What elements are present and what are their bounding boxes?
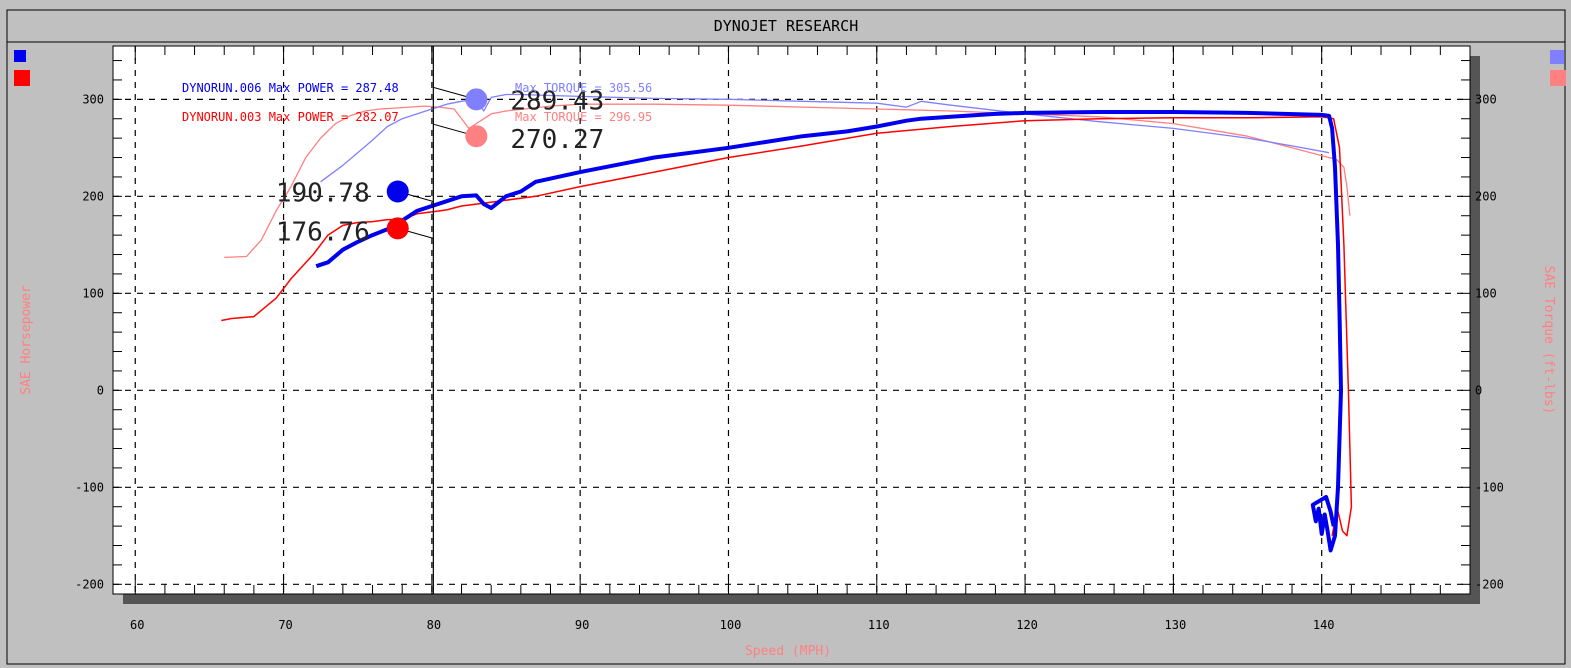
y-tick-label-right: 0 [1475, 383, 1482, 397]
legend-run-torque: Max TORQUE = 305.56 [515, 81, 652, 95]
cursor-marker-run006-torque [465, 88, 488, 111]
x-tick-label: 60 [130, 618, 144, 632]
series-line-run003-torque [224, 103, 1351, 259]
x-tick-label: 140 [1313, 618, 1335, 632]
cursor-value-run003-power: 176.76 [276, 217, 370, 247]
y-tick-labels: -200 -200 -100 -100 0 0 100 100 200 200 300 300 [75, 92, 1504, 591]
y-tick-label-right: -100 [1475, 480, 1504, 494]
y-tick-label-left: 0 [97, 383, 104, 397]
cursor-marker-run003-torque [465, 125, 488, 148]
minor-ticks [113, 46, 1471, 594]
y-tick-label-left: -100 [75, 480, 104, 494]
y-tick-label-right: 300 [1475, 92, 1497, 106]
grid-lines [113, 46, 1470, 594]
series-line-run006-torque [320, 93, 1330, 183]
chart-title: DYNOJET RESEARCH [714, 17, 859, 35]
y-axis-title-right: SAE Torque (ft-lbs) [1541, 266, 1556, 415]
cursor-value-run003-torque: 270.27 [510, 125, 604, 155]
cursor-callouts: 190.78 176.76 289.43 270.27 [276, 86, 604, 247]
x-axis-title: Speed (MPH) [745, 644, 831, 659]
y-tick-label-left: 100 [82, 286, 104, 300]
x-tick-label: 130 [1165, 618, 1187, 632]
series-line-run006-power [315, 110, 1343, 553]
swatch-run006-power [14, 50, 26, 62]
x-tick-labels: 60 70 80 90 100 110 120 130 140 [130, 618, 1335, 632]
cursor-marker-run003-power [386, 217, 409, 240]
legend-run-torque: Max TORQUE = 296.95 [515, 110, 652, 124]
legend-run-power: DYNORUN.003 Max POWER = 282.07 [182, 110, 399, 124]
series-line-run003-power [221, 116, 1353, 537]
x-tick-label: 110 [868, 618, 890, 632]
y-tick-label-right: 200 [1475, 189, 1497, 203]
y-tick-label-right: -200 [1475, 577, 1504, 591]
cursor-marker-run006-power [386, 180, 409, 203]
y-tick-label-left: 200 [82, 189, 104, 203]
x-tick-label: 80 [427, 618, 441, 632]
legend: DYNORUN.006 Max POWER = 287.48 Max TORQUE… [182, 81, 652, 124]
y-tick-label-left: 300 [82, 92, 104, 106]
y-axis-title-left: SAE Horsepower [19, 285, 34, 395]
cursor-value-run006-power: 190.78 [276, 178, 370, 208]
x-tick-label: 100 [720, 618, 742, 632]
plot-area [112, 45, 1471, 595]
swatch-run006-torque [1550, 50, 1564, 64]
y-tick-label-left: -200 [75, 577, 104, 591]
cursor-value-run006-torque: 289.43 [510, 86, 604, 116]
x-tick-label: 90 [575, 618, 589, 632]
legend-run-power: DYNORUN.006 Max POWER = 287.48 [182, 81, 399, 95]
x-tick-label: 120 [1016, 618, 1038, 632]
x-tick-label: 70 [278, 618, 292, 632]
swatch-run003-torque [1550, 70, 1566, 86]
y-tick-label-right: 100 [1475, 286, 1497, 300]
swatch-run003-power [14, 70, 30, 86]
series-group [221, 93, 1353, 553]
